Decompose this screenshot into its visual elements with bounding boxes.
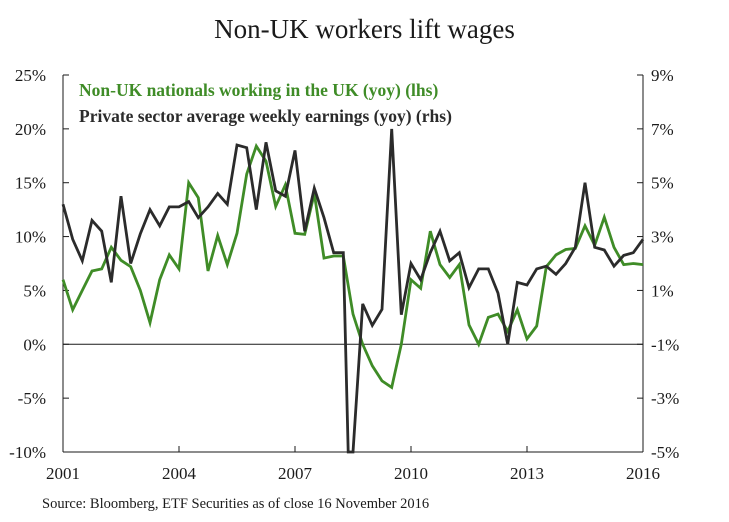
series-line-non-uk-nationals (61, 142, 644, 390)
legend-entry-non-uk-nationals: Non-UK nationals working in the UK (yoy)… (79, 80, 438, 100)
right-tick-label: 5% (651, 174, 674, 193)
left-tick-label: 5% (23, 281, 46, 300)
right-tick-label: -5% (651, 443, 679, 462)
right-tick-label: 3% (651, 228, 674, 247)
legend: Non-UK nationals working in the UK (yoy)… (79, 80, 452, 126)
x-tick-label: 2004 (162, 464, 197, 483)
x-tick-label: 2007 (278, 464, 313, 483)
x-tick-label: 2001 (46, 464, 80, 483)
x-tick-label: 2016 (626, 464, 660, 483)
x-tick-label: 2013 (510, 464, 544, 483)
left-tick-label: -5% (18, 389, 46, 408)
left-tick-label: 20% (15, 120, 46, 139)
x-tick-label: 2010 (394, 464, 428, 483)
left-tick-label: -10% (9, 443, 46, 462)
left-tick-label: 0% (23, 335, 46, 354)
source-note: Source: Bloomberg, ETF Securities as of … (42, 496, 430, 512)
right-tick-label: 7% (651, 120, 674, 139)
series-line-private-earnings (61, 128, 645, 454)
series-layer (61, 128, 645, 454)
left-tick-label: 25% (15, 66, 46, 85)
right-tick-label: 9% (651, 66, 674, 85)
right-y-axis: 9% 7% 5% 3% 1% -1% -3% -5% (637, 66, 679, 462)
left-tick-label: 15% (15, 174, 46, 193)
right-tick-label: -1% (651, 335, 679, 354)
chart-title: Non-UK workers lift wages (214, 14, 515, 44)
right-tick-label: 1% (651, 281, 674, 300)
right-tick-label: -3% (651, 389, 679, 408)
left-tick-label: 10% (15, 228, 46, 247)
left-y-axis: 25% 20% 15% 10% 5% 0% -5% -10% (9, 66, 69, 462)
x-axis: 2001 2004 2007 2010 2013 2016 (46, 343, 660, 483)
legend-entry-private-earnings: Private sector average weekly earnings (… (79, 106, 452, 126)
